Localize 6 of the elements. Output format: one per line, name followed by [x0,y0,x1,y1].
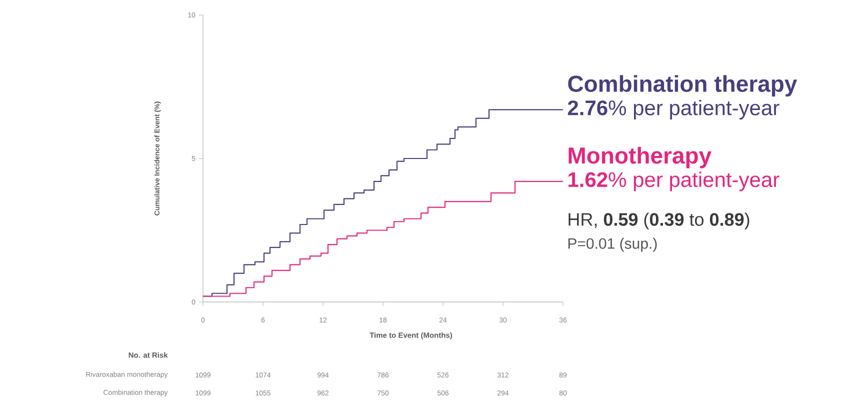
text: HR, 0.59 (0.39 to 0.89) [568,212,750,230]
text: P=0.01 (sup.) [568,238,657,252]
text: 2.76% per patient-year [568,100,780,120]
series-label: Combination therapy [568,75,798,97]
text: 1.62% per patient-year [568,172,780,192]
series-label: Monotherapy [568,146,712,168]
